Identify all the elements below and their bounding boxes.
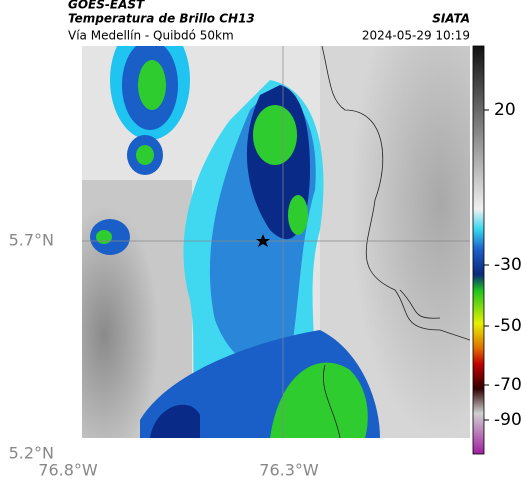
- lon-label: 76.8°W: [38, 461, 98, 480]
- colorbar-tick-label: 20: [494, 100, 516, 120]
- colorbar-tick-label: -90: [494, 410, 522, 430]
- colorbar-tick-label: -30: [494, 255, 522, 275]
- source: SIATA: [432, 12, 470, 26]
- map: [82, 46, 470, 438]
- lat-label: 5.2°N: [9, 444, 54, 463]
- subtitle: Temperatura de Brillo CH13: [68, 12, 255, 26]
- lon-label: 76.3°W: [259, 461, 319, 480]
- title: GOES-EAST: [68, 0, 145, 12]
- colorbar-tick-label: -70: [494, 375, 522, 395]
- timestamp: 2024-05-29 10:19: [362, 29, 470, 43]
- colorbar-tick-label: -50: [494, 316, 522, 336]
- route: Vía Medellín - Quibdó 50km: [68, 29, 234, 43]
- colorbar: [472, 45, 485, 455]
- lat-label: 5.7°N: [9, 231, 54, 250]
